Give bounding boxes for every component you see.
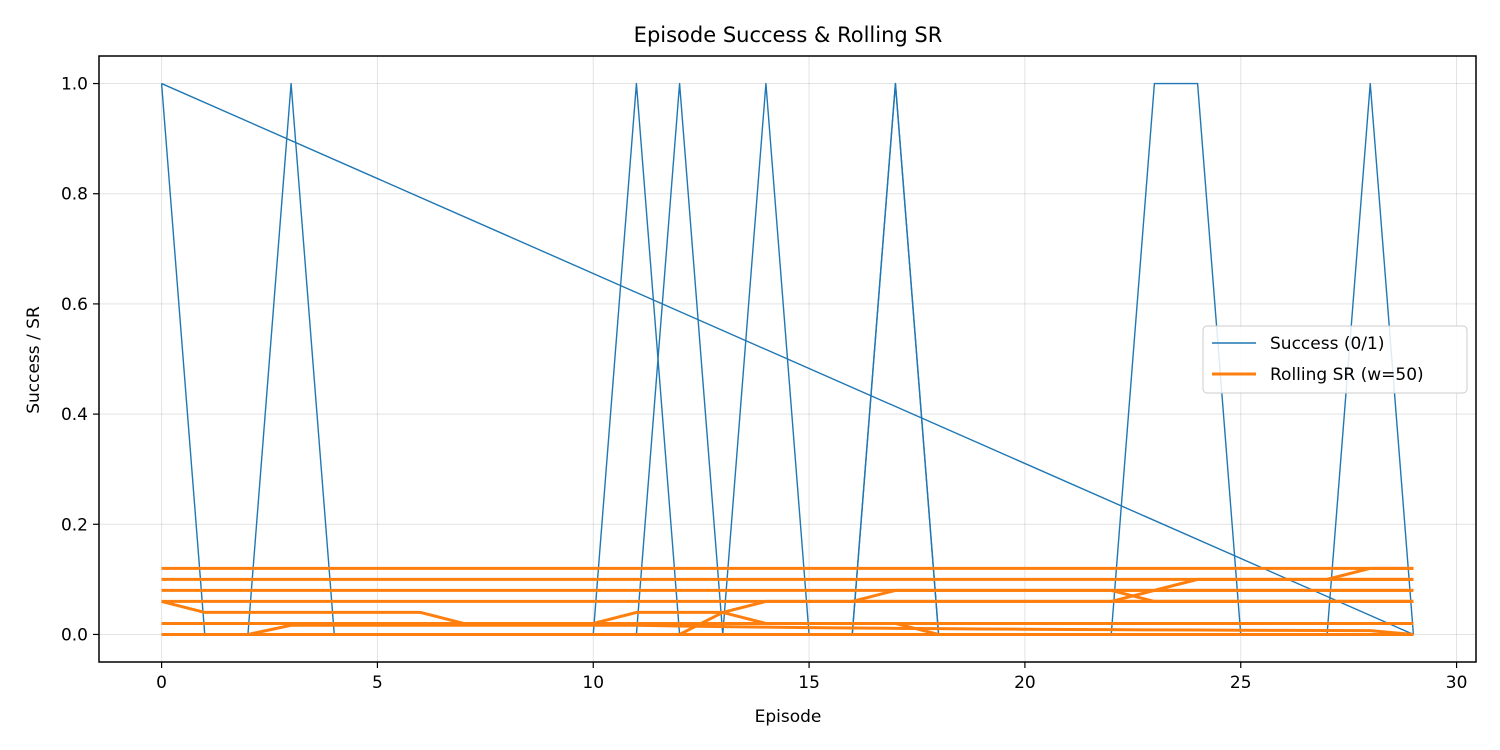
legend: Success (0/1) Rolling SR (w=50) xyxy=(1202,325,1468,394)
series-1-line-9 xyxy=(678,610,1414,636)
x-axis-label: Episode xyxy=(755,707,822,727)
series-1-line-11 xyxy=(852,621,1414,636)
x-tick-label-4: 20 xyxy=(1014,673,1036,693)
x-tick-label-3: 15 xyxy=(798,673,820,693)
y-tick-label-2: 0.4 xyxy=(61,405,88,425)
series-1-line-13 xyxy=(1110,577,1414,603)
series-1-line-8 xyxy=(592,599,1414,625)
y-tick-label-1: 0.2 xyxy=(61,515,88,535)
legend-box xyxy=(1202,325,1468,394)
plot-frame xyxy=(98,55,1477,663)
series-1-line-12 xyxy=(1110,588,1414,603)
x-tick-label-1: 5 xyxy=(372,673,383,693)
y-axis-label: Success / SR xyxy=(24,306,44,414)
x-tick-label-2: 10 xyxy=(582,673,604,693)
series-1-line-10 xyxy=(851,588,1414,603)
series-layer xyxy=(160,82,1415,636)
legend-label-0: Success (0/1) xyxy=(1270,334,1384,354)
chart-title: Episode Success & Rolling SR xyxy=(634,23,943,47)
legend-label-1: Rolling SR (w=50) xyxy=(1270,365,1424,385)
x-tick-label-5: 25 xyxy=(1230,673,1252,693)
x-tick-label-0: 0 xyxy=(156,673,167,693)
x-tick-label-6: 30 xyxy=(1446,673,1468,693)
series-1-line-14 xyxy=(1326,566,1414,581)
axes-layer: 0 5 10 15 20 25 30 0.0 0.2 0.4 0.6 0.8 1.0 xyxy=(61,55,1477,693)
series-1-line-4 xyxy=(161,599,1414,625)
series-1-line-6 xyxy=(161,623,1414,636)
y-tick-label-0: 0.0 xyxy=(61,625,88,645)
y-tick-label-5: 1.0 xyxy=(61,75,88,95)
y-tick-label-3: 0.6 xyxy=(61,295,88,315)
y-tick-label-4: 0.8 xyxy=(61,185,88,205)
series-1 xyxy=(161,566,1414,636)
